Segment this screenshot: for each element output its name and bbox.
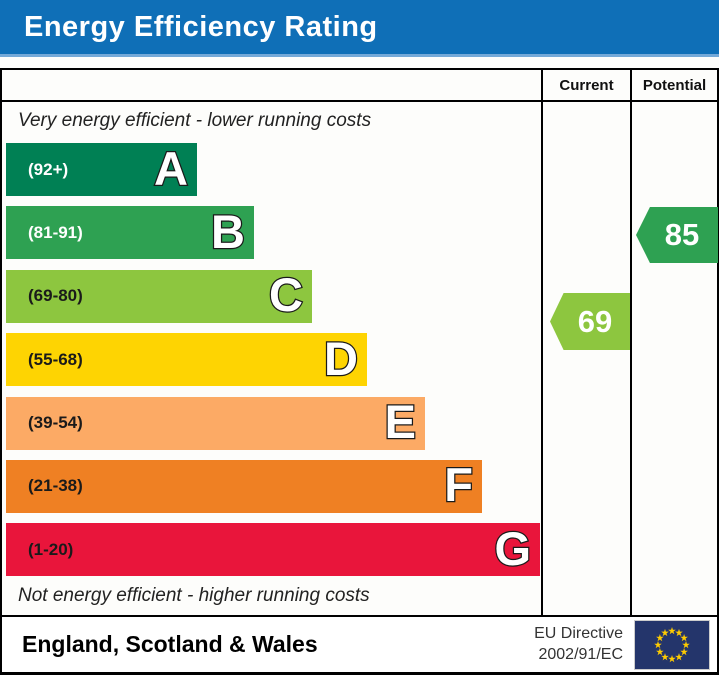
- eu-directive-line1: EU Directive: [534, 624, 623, 642]
- band-range: (1-20): [28, 539, 74, 559]
- bottom-note: Not energy efficient - higher running co…: [18, 585, 370, 606]
- band-row-g: (1-20) G: [6, 521, 541, 577]
- band-letter: D: [323, 331, 359, 385]
- band-row-b: (81-91) B: [6, 204, 541, 260]
- band-bar-e: (39-54) E: [6, 395, 425, 450]
- band-bar-g: (1-20) G: [6, 521, 540, 577]
- eu-directive-block: EU Directive 2002/91/EC: [534, 619, 710, 670]
- current-column: 69: [541, 102, 630, 615]
- band-range: (81-91): [28, 222, 83, 242]
- band-row-c: (69-80) C: [6, 268, 541, 323]
- band-row-d: (55-68) D: [6, 331, 541, 387]
- band-bar-c: (69-80) C: [6, 268, 312, 323]
- eu-directive-line2: 2002/91/EC: [538, 645, 623, 663]
- band-letter: F: [443, 458, 474, 512]
- band-letter: A: [153, 141, 189, 195]
- eu-flag-icon: [634, 619, 710, 670]
- rating-bands: (92+) A (81-91) B (69-80) C: [6, 143, 541, 577]
- region-label: England, Scotland & Wales: [22, 631, 318, 657]
- eu-directive-text: EU Directive 2002/91/EC: [534, 624, 623, 666]
- current-rating-value: 69: [577, 303, 613, 339]
- band-row-f: (21-38) F: [6, 458, 541, 513]
- title-bar: Energy Efficiency Rating: [0, 0, 719, 57]
- band-range: (69-80): [28, 286, 83, 306]
- current-rating-badge: 69: [550, 293, 630, 350]
- table-header-row: Current Potential: [2, 70, 717, 102]
- band-bar-d: (55-68) D: [6, 331, 367, 387]
- footer: England, Scotland & Wales EU Directive 2…: [0, 615, 719, 675]
- band-letter: E: [383, 395, 417, 449]
- band-letter: C: [268, 268, 304, 322]
- band-letter: B: [210, 204, 246, 258]
- top-note: Very energy efficient - lower running co…: [18, 110, 372, 131]
- column-header-current: Current: [541, 70, 630, 100]
- band-row-a: (92+) A: [6, 143, 541, 196]
- band-range: (92+): [28, 159, 69, 179]
- band-range: (55-68): [28, 349, 83, 369]
- potential-rating-value: 85: [664, 217, 700, 252]
- potential-rating-badge: 85: [636, 207, 718, 263]
- column-header-potential: Potential: [630, 70, 717, 100]
- band-row-e: (39-54) E: [6, 395, 541, 450]
- band-range: (21-38): [28, 476, 83, 496]
- band-range: (39-54): [28, 413, 83, 433]
- band-bar-f: (21-38) F: [6, 458, 482, 513]
- page-title: Energy Efficiency Rating: [24, 10, 378, 43]
- band-bar-b: (81-91) B: [6, 204, 254, 260]
- potential-column: 85: [630, 102, 718, 615]
- table-body: Very energy efficient - lower running co…: [2, 102, 718, 615]
- chart-header-spacer: [2, 70, 541, 100]
- rating-table: Current Potential Very energy efficient …: [0, 68, 719, 617]
- band-bar-a: (92+) A: [6, 143, 197, 196]
- band-letter: G: [493, 521, 532, 575]
- bands-column: Very energy efficient - lower running co…: [2, 102, 541, 615]
